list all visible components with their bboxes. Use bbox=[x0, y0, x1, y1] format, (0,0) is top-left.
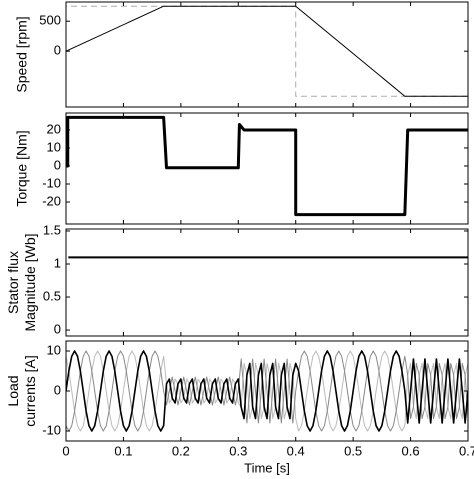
x-tick-label: 0.2 bbox=[172, 443, 190, 458]
y-tick-label: 10 bbox=[47, 342, 61, 357]
axes-frame bbox=[65, 112, 469, 225]
y-axis-label: Stator flux bbox=[5, 251, 21, 314]
y-tick-label: 500 bbox=[39, 13, 61, 28]
y-tick-label: -20 bbox=[42, 193, 61, 208]
x-axis-label: Time [s] bbox=[244, 460, 290, 475]
x-tick-label: 0.6 bbox=[402, 443, 420, 458]
y-tick-label: 0 bbox=[54, 157, 61, 172]
y-axis-label: currents [A] bbox=[22, 355, 38, 427]
series-line bbox=[66, 5, 468, 97]
y-tick-label: 0.5 bbox=[43, 288, 61, 303]
x-tick-label: 0.7 bbox=[459, 443, 474, 458]
panel: -20 -10 0 10 20 Torque [Nm] bbox=[14, 112, 469, 225]
y-tick-label: 10 bbox=[47, 139, 61, 154]
series-line bbox=[66, 350, 468, 432]
x-tick-label: 0.4 bbox=[287, 443, 305, 458]
panel: 0 500 Speed [rpm] bbox=[14, 1, 469, 108]
y-axis-label: Load bbox=[5, 375, 21, 406]
series-line bbox=[66, 350, 468, 432]
y-tick-label: -10 bbox=[42, 175, 61, 190]
series-line bbox=[66, 350, 468, 432]
y-axis-label: Speed [rpm] bbox=[14, 16, 30, 92]
series-line bbox=[66, 5, 468, 97]
y-tick-label: 0 bbox=[54, 321, 61, 336]
x-tick-label: 0.3 bbox=[229, 443, 247, 458]
y-tick-label: 20 bbox=[47, 121, 61, 136]
y-tick-label: 0 bbox=[54, 43, 61, 58]
y-tick-label: -10 bbox=[42, 422, 61, 437]
series-line bbox=[66, 115, 468, 217]
axes-frame bbox=[65, 1, 469, 108]
x-tick-label: 0.5 bbox=[344, 443, 362, 458]
y-tick-label: 0 bbox=[54, 382, 61, 397]
y-tick-label: 1.5 bbox=[43, 222, 61, 237]
panel: 0 0.5 1 1.5 Stator flux Magnitude [Wb] bbox=[5, 222, 469, 337]
y-axis-label: Magnitude [Wb] bbox=[22, 233, 38, 331]
axes-frame bbox=[65, 228, 469, 337]
y-tick-label: 1 bbox=[54, 255, 61, 270]
x-tick-label: 0.1 bbox=[114, 443, 132, 458]
x-tick-label: 0 bbox=[62, 443, 69, 458]
y-axis-label: Torque [Nm] bbox=[14, 130, 30, 206]
